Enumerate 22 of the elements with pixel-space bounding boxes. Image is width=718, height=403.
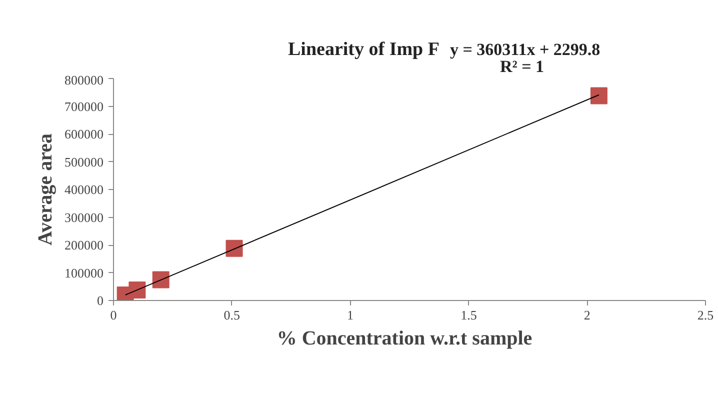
y-axis-title: Average area bbox=[34, 134, 56, 246]
x-tick-label: 2.5 bbox=[697, 308, 714, 322]
x-tick-label: 2 bbox=[584, 308, 590, 322]
point bbox=[226, 240, 243, 257]
point bbox=[152, 271, 170, 288]
y-tick-label: 500000 bbox=[64, 154, 104, 170]
y-tick-label: 400000 bbox=[64, 182, 104, 197]
y-tick-label: 300000 bbox=[64, 210, 104, 225]
x-tick-label: 1 bbox=[347, 308, 354, 322]
y-tick-label: 200000 bbox=[64, 238, 104, 252]
chart-title: Linearity of Imp F bbox=[288, 38, 440, 62]
y-tick-label: 800000 bbox=[64, 72, 104, 88]
x-axis-title: % Concentration w.r.t sample bbox=[276, 328, 532, 350]
point bbox=[590, 87, 608, 104]
x-tick-label: 1.5 bbox=[460, 308, 477, 322]
y-tick-label: 100000 bbox=[64, 265, 104, 280]
y-tick-label: 0 bbox=[97, 293, 104, 308]
y-tick-label: 600000 bbox=[64, 126, 104, 142]
point bbox=[128, 281, 146, 298]
y-tick-label: 700000 bbox=[64, 98, 104, 114]
x-tick-label: 0.5 bbox=[224, 308, 240, 322]
x-tick-label: 0 bbox=[110, 308, 117, 322]
